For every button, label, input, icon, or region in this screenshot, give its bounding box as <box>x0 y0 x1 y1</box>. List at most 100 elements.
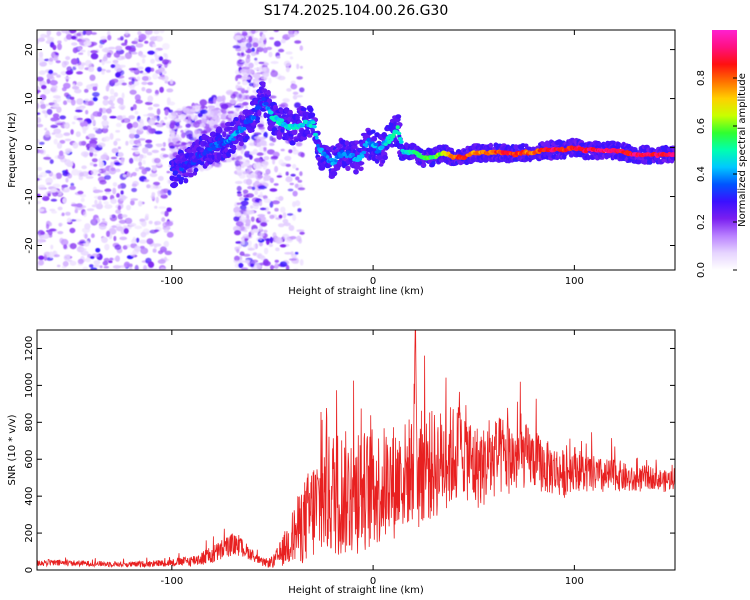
noise-speck <box>243 197 249 201</box>
y-tick-label: 600 <box>24 450 35 469</box>
noise-speck <box>124 52 132 60</box>
noise-speck <box>263 62 269 66</box>
noise-speck <box>145 213 149 218</box>
noise-speck <box>60 238 69 246</box>
ridge-core <box>364 143 369 148</box>
ridge-halo <box>257 110 262 117</box>
ridge-core <box>351 153 355 157</box>
y-tick-label: 200 <box>24 524 35 543</box>
noise-speck <box>280 148 285 152</box>
noise-speck <box>52 113 60 119</box>
noise-speck <box>102 115 108 120</box>
noise-speck <box>92 119 96 126</box>
noise-speck <box>232 45 241 49</box>
noise-speck <box>85 110 89 115</box>
noise-speck <box>200 130 208 135</box>
noise-speck <box>263 267 270 270</box>
noise-speck <box>102 56 108 62</box>
ridge-halo <box>261 88 268 94</box>
noise-speck <box>131 77 135 85</box>
noise-speck <box>274 262 279 270</box>
noise-speck <box>64 92 70 98</box>
noise-speck <box>258 61 265 65</box>
noise-speck <box>183 107 191 114</box>
noise-speck <box>46 30 52 36</box>
noise-speck <box>251 47 255 53</box>
y-tick-label: 400 <box>24 487 35 506</box>
noise-speck <box>80 197 85 203</box>
noise-speck <box>158 36 162 42</box>
noise-speck <box>259 255 265 259</box>
noise-speck <box>115 223 122 227</box>
noise-speck <box>254 60 259 66</box>
noise-speck <box>295 176 300 181</box>
noise-speck <box>246 166 252 173</box>
noise-speck <box>104 47 110 54</box>
noise-speck <box>241 51 244 57</box>
noise-speck <box>37 56 44 63</box>
noise-speck <box>98 223 107 230</box>
noise-speck <box>75 131 81 138</box>
noise-speck <box>270 264 274 270</box>
noise-speck <box>274 40 281 47</box>
noise-speck <box>74 88 82 94</box>
noise-speck <box>179 113 187 121</box>
noise-speck <box>280 206 286 213</box>
noise-speck <box>104 243 110 251</box>
noise-speck <box>134 134 140 139</box>
noise-speck <box>166 231 174 238</box>
noise-speck <box>39 141 45 145</box>
noise-speck <box>292 147 297 152</box>
noise-speck <box>85 257 91 263</box>
noise-speck <box>65 70 73 75</box>
noise-speck <box>278 196 284 201</box>
noise-speck <box>275 247 280 252</box>
noise-speck <box>84 88 89 93</box>
noise-speck <box>103 171 110 176</box>
snr-x-ticks: -100 0 100 <box>160 330 584 587</box>
noise-speck <box>247 186 253 190</box>
x-tick-label: 100 <box>565 576 584 587</box>
noise-speck <box>270 61 279 64</box>
noise-speck <box>199 123 206 128</box>
noise-speck <box>257 162 263 170</box>
ridge-core <box>358 157 363 161</box>
noise-speck <box>156 108 161 115</box>
ridge-core <box>263 101 269 106</box>
ridge-halo <box>344 140 350 146</box>
noise-speck <box>57 154 65 160</box>
noise-speck <box>158 67 165 73</box>
noise-speck <box>239 251 245 256</box>
noise-speck <box>42 196 50 201</box>
noise-speck <box>108 260 113 264</box>
noise-speck <box>90 32 97 35</box>
noise-speck <box>61 60 67 68</box>
ridge-halo <box>294 138 299 143</box>
noise-speck <box>89 151 94 157</box>
noise-speck <box>38 51 44 58</box>
noise-speck <box>43 156 52 160</box>
noise-speck <box>140 231 147 238</box>
colorbar: 0.0 0.2 0.4 0.6 0.8 Normalized spectral ampl… <box>696 30 748 278</box>
noise-speck <box>66 217 72 223</box>
x-tick-label: -100 <box>160 276 183 287</box>
noise-speck <box>99 180 107 185</box>
ridge-core <box>398 139 404 144</box>
ridge-core <box>268 110 274 115</box>
noise-speck <box>253 73 261 80</box>
ridge-halo <box>307 107 314 113</box>
noise-speck <box>129 84 135 91</box>
noise-speck <box>273 183 279 186</box>
noise-speck <box>109 88 115 95</box>
noise-speck <box>109 132 114 140</box>
noise-speck <box>145 139 153 144</box>
ridge-halo <box>261 82 266 88</box>
noise-speck <box>154 205 158 209</box>
x-tick-label: 100 <box>565 276 584 287</box>
noise-speck <box>215 95 224 103</box>
ridge-core <box>361 150 367 155</box>
noise-speck <box>246 193 254 198</box>
ridge-core <box>179 167 184 172</box>
ridge-core <box>172 170 179 175</box>
